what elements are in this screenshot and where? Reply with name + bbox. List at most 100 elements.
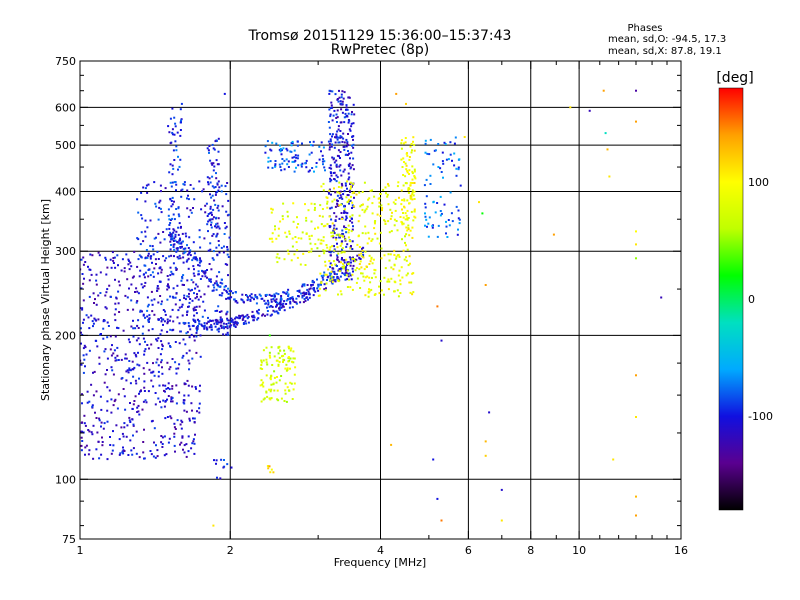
data-point <box>172 231 175 234</box>
data-point <box>331 245 334 248</box>
data-point <box>137 337 140 340</box>
data-point <box>432 163 435 166</box>
data-point <box>274 225 276 228</box>
data-point <box>121 432 124 435</box>
data-point <box>180 279 183 282</box>
data-point <box>110 452 113 455</box>
data-point <box>184 343 187 346</box>
data-point <box>136 237 139 240</box>
data-point <box>337 279 340 282</box>
data-point <box>411 198 414 201</box>
data-point <box>400 266 403 269</box>
data-point <box>408 255 411 258</box>
data-point <box>368 288 370 291</box>
data-point <box>138 377 140 380</box>
data-point <box>336 176 339 179</box>
data-point <box>130 265 133 268</box>
data-point <box>328 192 330 195</box>
data-point <box>343 265 346 268</box>
data-point <box>193 252 196 255</box>
data-point <box>449 153 452 156</box>
data-point <box>110 411 113 414</box>
data-point <box>387 288 390 291</box>
data-point <box>358 246 361 248</box>
data-point <box>160 300 163 303</box>
data-point <box>168 227 171 230</box>
data-point <box>347 112 350 115</box>
data-point <box>351 221 354 224</box>
data-point <box>134 291 136 293</box>
data-point <box>350 151 353 154</box>
data-point <box>257 317 260 320</box>
data-point <box>386 193 389 196</box>
data-point <box>241 299 244 302</box>
data-point <box>178 254 181 257</box>
data-point <box>159 207 162 210</box>
data-point <box>404 162 407 165</box>
data-point <box>413 210 416 213</box>
data-point <box>91 320 94 323</box>
data-point <box>386 280 389 283</box>
data-point <box>346 180 349 183</box>
data-point <box>224 227 227 230</box>
data-point <box>186 379 189 382</box>
data-point <box>338 233 341 236</box>
data-point <box>102 427 105 430</box>
data-point <box>291 160 294 163</box>
data-point <box>276 376 278 378</box>
data-point <box>380 289 383 292</box>
data-point <box>314 227 316 230</box>
data-point <box>211 319 214 322</box>
data-point <box>265 390 268 393</box>
data-point <box>373 227 376 230</box>
data-point <box>178 165 181 168</box>
data-point <box>226 310 229 313</box>
data-point <box>352 264 355 267</box>
data-point <box>112 257 115 259</box>
data-point <box>268 465 271 468</box>
data-point <box>81 421 84 424</box>
data-point <box>151 303 154 306</box>
data-point <box>295 241 298 244</box>
data-point <box>109 436 111 438</box>
data-point <box>82 371 85 374</box>
data-point <box>241 318 244 321</box>
data-point <box>242 322 245 325</box>
data-point <box>137 404 140 407</box>
data-point <box>179 246 182 249</box>
data-point <box>399 279 402 282</box>
data-point <box>81 308 84 311</box>
data-point <box>339 275 342 278</box>
data-point <box>270 237 273 240</box>
data-point <box>202 325 205 328</box>
data-point <box>281 162 284 165</box>
data-point <box>174 239 177 242</box>
data-point <box>134 395 137 398</box>
data-point <box>80 363 83 366</box>
data-point <box>188 368 190 371</box>
data-point <box>206 223 209 226</box>
data-point <box>273 376 276 379</box>
data-point <box>333 249 336 252</box>
data-point <box>92 371 94 374</box>
data-point <box>381 209 383 212</box>
data-point <box>330 264 333 267</box>
data-point <box>353 196 355 199</box>
data-point <box>117 359 120 361</box>
data-point <box>364 250 367 253</box>
data-point <box>159 295 162 297</box>
data-point <box>402 216 405 219</box>
data-point <box>413 198 416 200</box>
data-point <box>215 246 218 249</box>
data-point <box>330 218 333 221</box>
data-point <box>84 446 87 449</box>
data-point <box>344 182 347 185</box>
data-point <box>427 235 430 238</box>
data-point <box>341 251 344 253</box>
data-point <box>216 476 218 479</box>
data-point <box>128 360 131 362</box>
data-point <box>351 144 353 147</box>
data-point <box>249 294 251 297</box>
data-point <box>412 136 415 139</box>
data-point <box>289 301 292 303</box>
